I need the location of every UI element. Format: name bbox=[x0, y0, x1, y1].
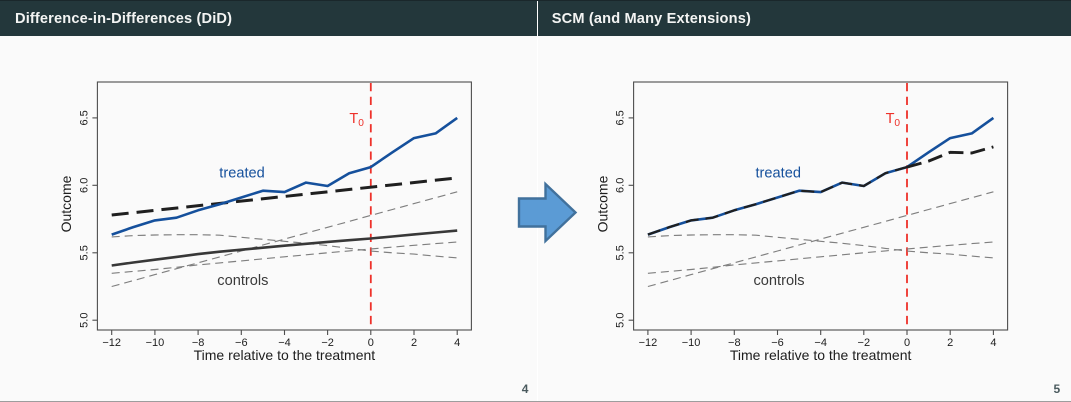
svg-text:−10: −10 bbox=[682, 337, 701, 349]
svg-text:treated: treated bbox=[756, 165, 801, 181]
svg-text:5.5: 5.5 bbox=[78, 245, 90, 260]
svg-text:−2: −2 bbox=[858, 337, 871, 349]
svg-text:treated: treated bbox=[219, 165, 264, 181]
svg-text:−8: −8 bbox=[728, 337, 741, 349]
svg-text:0: 0 bbox=[368, 337, 374, 349]
svg-text:Outcome: Outcome bbox=[594, 175, 610, 232]
svg-text:T: T bbox=[886, 111, 895, 127]
svg-text:6.5: 6.5 bbox=[615, 110, 627, 125]
svg-text:−6: −6 bbox=[771, 337, 784, 349]
svg-text:2: 2 bbox=[947, 337, 953, 349]
svg-text:5.0: 5.0 bbox=[78, 313, 90, 328]
svg-text:−2: −2 bbox=[321, 337, 334, 349]
svg-text:−12: −12 bbox=[102, 337, 121, 349]
svg-text:−4: −4 bbox=[278, 337, 291, 349]
svg-text:5.0: 5.0 bbox=[615, 313, 627, 328]
svg-text:6.0: 6.0 bbox=[615, 178, 627, 193]
svg-text:0: 0 bbox=[894, 118, 900, 129]
svg-text:Time relative to the treatment: Time relative to the treatment bbox=[194, 347, 376, 363]
svg-text:2: 2 bbox=[411, 337, 417, 349]
svg-text:0: 0 bbox=[358, 118, 364, 129]
svg-text:6.5: 6.5 bbox=[78, 110, 90, 125]
svg-text:Outcome: Outcome bbox=[58, 175, 74, 232]
svg-text:controls: controls bbox=[754, 273, 805, 289]
svg-text:4: 4 bbox=[990, 337, 996, 349]
svg-text:Time relative to the treatment: Time relative to the treatment bbox=[730, 347, 912, 363]
svg-text:−12: −12 bbox=[639, 337, 658, 349]
svg-text:5.5: 5.5 bbox=[615, 245, 627, 260]
svg-text:−6: −6 bbox=[235, 337, 248, 349]
svg-text:6.0: 6.0 bbox=[78, 178, 90, 193]
svg-text:−4: −4 bbox=[814, 337, 827, 349]
svg-text:T: T bbox=[349, 111, 358, 127]
svg-text:4: 4 bbox=[454, 337, 460, 349]
svg-text:−10: −10 bbox=[146, 337, 165, 349]
svg-text:−8: −8 bbox=[192, 337, 205, 349]
svg-text:0: 0 bbox=[904, 337, 910, 349]
svg-text:controls: controls bbox=[217, 273, 268, 289]
